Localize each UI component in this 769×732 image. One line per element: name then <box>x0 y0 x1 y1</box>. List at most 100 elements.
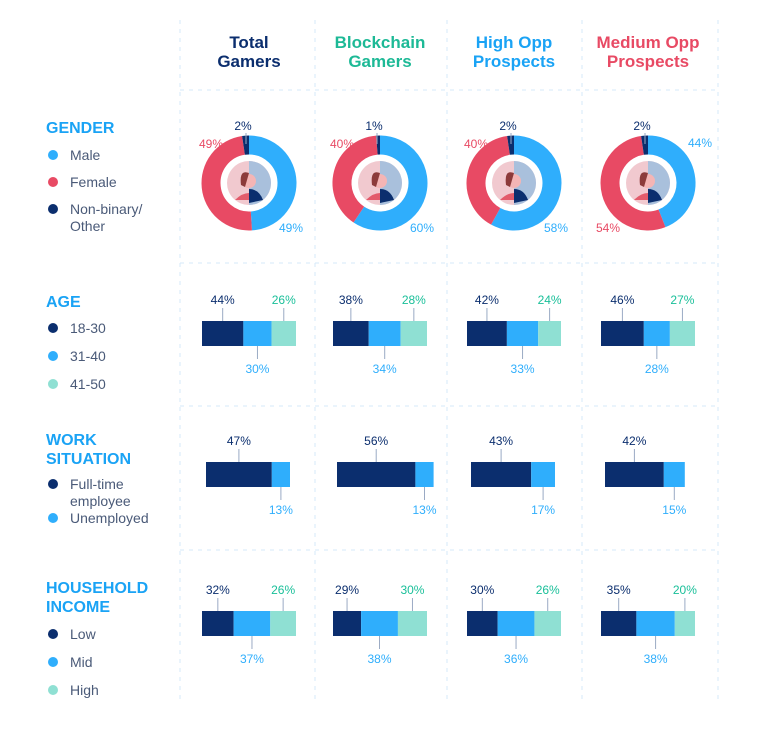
bar-segment-low <box>333 611 362 636</box>
bar-label: 37% <box>240 652 264 666</box>
bar-label: 30% <box>245 362 269 376</box>
bar-segment-41-50 <box>400 321 427 346</box>
donut-slice-male <box>353 135 428 231</box>
bar-label: 26% <box>536 583 560 597</box>
bar-segment-31-40 <box>643 321 670 346</box>
bar-segment-18-30 <box>202 321 244 346</box>
legend-marker <box>48 479 58 489</box>
bar-label: 47% <box>227 434 251 448</box>
bar-label: 42% <box>622 434 646 448</box>
bar-segment-unemployed <box>415 462 434 487</box>
bar-label: 15% <box>662 503 686 517</box>
bar-label: 24% <box>538 293 562 307</box>
section-title: HOUSEHOLD <box>46 580 148 597</box>
bar-label: 32% <box>206 583 230 597</box>
bar-label: 56% <box>364 434 388 448</box>
column-header: Total <box>229 33 268 52</box>
bar-segment-41-50 <box>538 321 561 346</box>
donut-slice-male <box>248 135 297 231</box>
column-header: Prospects <box>473 52 555 71</box>
donut-label-male: 49% <box>279 221 303 235</box>
donut-label-nonbinary: 2% <box>234 119 252 133</box>
bar-label: 33% <box>511 362 535 376</box>
bar-label: 44% <box>211 293 235 307</box>
bar-label: 38% <box>339 293 363 307</box>
bar-label: 34% <box>373 362 397 376</box>
person-icon-hair <box>505 172 514 187</box>
bar-segment-mid <box>233 611 271 636</box>
donut-label-male: 58% <box>544 221 568 235</box>
legend-label: Non-binary/ <box>70 201 142 217</box>
column-header: Prospects <box>607 52 689 71</box>
bar-segment-high <box>674 611 695 636</box>
section-title: GENDER <box>46 120 115 137</box>
legend-label: Unemployed <box>70 510 149 526</box>
section-title: SITUATION <box>46 451 131 468</box>
bar-segment-41-50 <box>669 321 695 346</box>
donut-slice-female <box>600 136 666 231</box>
bar-label: 28% <box>402 293 426 307</box>
legend-marker <box>48 379 58 389</box>
bar-segment-18-30 <box>333 321 369 346</box>
legend-label: 41-50 <box>70 376 106 392</box>
donut-slice-female <box>332 135 379 223</box>
donut-label-nonbinary: 1% <box>365 119 383 133</box>
bar-label: 20% <box>673 583 697 597</box>
person-icon-body-right <box>648 189 662 203</box>
bar-segment-31-40 <box>243 321 272 346</box>
person-icon-hair <box>240 172 249 187</box>
bar-segment-high <box>534 611 561 636</box>
bar-segment-low <box>202 611 234 636</box>
legend-marker <box>48 150 58 160</box>
column-header: High Opp <box>476 33 552 52</box>
bar-label: 43% <box>489 434 513 448</box>
donut-slice-female <box>201 136 252 231</box>
person-icon-body-right <box>380 189 394 203</box>
bar-segment-mid <box>636 611 675 636</box>
bar-segment-unemployed <box>271 462 290 487</box>
bar-label: 13% <box>269 503 293 517</box>
column-header: Medium Opp <box>597 33 700 52</box>
bar-segment-low <box>467 611 498 636</box>
donut-slice-male <box>491 135 562 231</box>
bar-segment-high <box>270 611 296 636</box>
legend-marker <box>48 351 58 361</box>
bar-segment-41-50 <box>271 321 296 346</box>
bar-segment-full-time-employee <box>206 462 272 487</box>
donut-slice-male <box>647 135 696 228</box>
person-icon-body-right <box>249 189 263 203</box>
donut-label-female: 40% <box>330 137 354 151</box>
bar-label: 30% <box>400 583 424 597</box>
legend-label: Male <box>70 147 101 163</box>
person-icon-hair <box>371 172 380 187</box>
bar-label: 42% <box>475 293 499 307</box>
bar-label: 13% <box>412 503 436 517</box>
legend-marker <box>48 513 58 523</box>
bar-segment-mid <box>497 611 535 636</box>
bar-label: 38% <box>367 652 391 666</box>
legend-label: 18-30 <box>70 320 106 336</box>
donut-label-male: 60% <box>410 221 434 235</box>
bar-label: 26% <box>271 583 295 597</box>
legend-marker <box>48 657 58 667</box>
donut-label-female: 54% <box>596 221 620 235</box>
bar-segment-18-30 <box>601 321 644 346</box>
bar-label: 38% <box>644 652 668 666</box>
bar-segment-31-40 <box>368 321 401 346</box>
legend-marker <box>48 204 58 214</box>
bar-segment-high <box>397 611 427 636</box>
bar-label: 46% <box>610 293 634 307</box>
bar-segment-full-time-employee <box>471 462 532 487</box>
legend-marker <box>48 323 58 333</box>
section-title: WORK <box>46 432 97 449</box>
legend-label: 31-40 <box>70 348 106 364</box>
bar-segment-unemployed <box>663 462 685 487</box>
legend-label: Mid <box>70 654 93 670</box>
bar-segment-unemployed <box>531 462 555 487</box>
bar-label: 29% <box>335 583 359 597</box>
donut-label-female: 49% <box>199 137 223 151</box>
legend-label: Low <box>70 626 97 642</box>
bar-label: 17% <box>531 503 555 517</box>
